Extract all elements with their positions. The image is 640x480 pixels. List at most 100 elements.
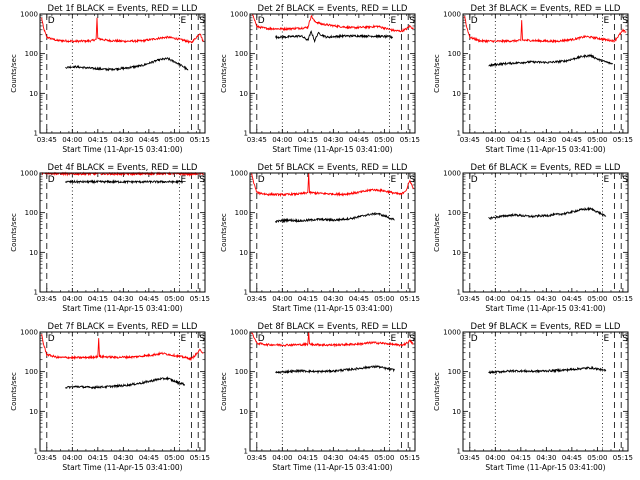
lld-series-line <box>41 17 204 44</box>
marker-label: S <box>622 334 628 344</box>
y-tick-label: 1 <box>457 448 461 456</box>
x-tick-label: 05:00 <box>374 295 394 303</box>
x-tick-label: 04:15 <box>88 136 108 144</box>
x-tick-label: 05:15 <box>190 136 210 144</box>
x-axis-label: Start Time (11-Apr-15 03:41:00) <box>485 304 605 313</box>
marker-label: D <box>258 334 265 344</box>
x-tick-label: 05:00 <box>374 454 394 462</box>
y-tick-label: 1 <box>457 289 461 297</box>
plot-frame <box>249 331 416 452</box>
y-tick-label: 100 <box>448 368 461 376</box>
y-tick-label: 10 <box>29 249 38 257</box>
x-axis-label: Start Time (11-Apr-15 03:41:00) <box>272 145 392 154</box>
marker-label: E <box>390 175 396 185</box>
x-tick-label: 05:00 <box>587 295 607 303</box>
x-tick-label: 04:30 <box>323 136 343 144</box>
events-series-line <box>65 179 183 185</box>
x-tick-label: 04:30 <box>323 454 343 462</box>
x-tick-label: 04:30 <box>113 454 133 462</box>
lld-series-line <box>251 331 414 348</box>
y-tick-label: 10 <box>29 90 38 98</box>
marker-label: S <box>199 16 205 26</box>
plot-frame <box>462 331 629 452</box>
marker-label: E <box>180 334 186 344</box>
x-tick-label: 04:45 <box>139 295 159 303</box>
plot-frame <box>249 172 416 293</box>
plot-frame <box>462 172 629 293</box>
plot-frame <box>249 13 416 134</box>
x-tick-label: 04:00 <box>272 454 292 462</box>
x-tick-label: 05:15 <box>613 136 633 144</box>
x-tick-label: 04:15 <box>511 454 531 462</box>
marker-label: S <box>409 175 415 185</box>
x-tick-label: 03:45 <box>460 136 480 144</box>
x-tick-label: 04:45 <box>562 454 582 462</box>
chart-title: Det 6f BLACK = Events, RED = LLD <box>471 163 621 173</box>
x-axis-label: Start Time (11-Apr-15 03:41:00) <box>62 304 182 313</box>
y-axis-label: Counts/sec <box>10 213 18 252</box>
y-tick-label: 1 <box>244 130 248 138</box>
marker-label: S <box>199 334 205 344</box>
y-tick-label: 1000 <box>443 170 461 178</box>
chart-title: Det 3f BLACK = Events, RED = LLD <box>471 4 621 14</box>
marker-label: D <box>48 334 55 344</box>
marker-label: S <box>199 175 205 185</box>
chart-panel-6: Det 6f BLACK = Events, RED = LLD Counts/s… <box>433 163 633 313</box>
y-tick-label: 10 <box>239 408 248 416</box>
chart-title: Det 9f BLACK = Events, RED = LLD <box>471 322 621 332</box>
x-tick-label: 04:15 <box>511 136 531 144</box>
x-tick-label: 05:15 <box>400 454 420 462</box>
x-tick-label: 04:00 <box>272 295 292 303</box>
y-tick-label: 10 <box>452 249 461 257</box>
x-tick-label: 03:45 <box>247 295 267 303</box>
marker-label: D <box>471 334 478 344</box>
x-tick-label: 04:30 <box>113 295 133 303</box>
x-tick-label: 05:15 <box>190 454 210 462</box>
plot-frame <box>462 13 629 134</box>
marker-label: E <box>390 334 396 344</box>
x-tick-label: 05:15 <box>400 295 420 303</box>
x-tick-label: 04:15 <box>511 295 531 303</box>
marker-label: D <box>471 16 478 26</box>
chart-title: Det 4f BLACK = Events, RED = LLD <box>48 163 198 173</box>
x-tick-label: 05:00 <box>374 136 394 144</box>
x-tick-label: 03:45 <box>460 454 480 462</box>
y-tick-label: 1 <box>34 289 38 297</box>
x-tick-label: 04:45 <box>349 136 369 144</box>
y-tick-label: 10 <box>29 408 38 416</box>
y-tick-label: 10 <box>452 90 461 98</box>
x-tick-label: 04:15 <box>298 454 318 462</box>
marker-label: S <box>409 16 415 26</box>
chart-panel-4: Det 4f BLACK = Events, RED = LLD Counts/s… <box>10 163 210 313</box>
x-tick-label: 04:00 <box>272 136 292 144</box>
x-tick-label: 04:15 <box>88 454 108 462</box>
x-tick-label: 05:00 <box>164 454 184 462</box>
plot-frame <box>39 13 206 134</box>
lld-series-line <box>251 172 414 198</box>
y-tick-label: 10 <box>239 90 248 98</box>
y-axis-label: Counts/sec <box>220 372 228 411</box>
x-axis-label: Start Time (11-Apr-15 03:41:00) <box>485 463 605 472</box>
marker-label: D <box>471 175 478 185</box>
x-tick-label: 05:00 <box>164 295 184 303</box>
y-tick-label: 1 <box>34 130 38 138</box>
x-axis-label: Start Time (11-Apr-15 03:41:00) <box>272 304 392 313</box>
y-tick-label: 100 <box>448 50 461 58</box>
events-series-line <box>275 212 395 224</box>
x-tick-label: 05:00 <box>587 136 607 144</box>
y-tick-label: 1000 <box>443 329 461 337</box>
events-series-line <box>488 53 614 67</box>
y-tick-label: 1 <box>457 130 461 138</box>
y-tick-label: 100 <box>25 209 38 217</box>
x-tick-label: 04:15 <box>88 295 108 303</box>
x-tick-label: 03:45 <box>37 454 57 462</box>
x-tick-label: 04:00 <box>485 136 505 144</box>
chart-title: Det 1f BLACK = Events, RED = LLD <box>48 4 198 14</box>
lld-series-line <box>251 13 414 33</box>
x-tick-label: 05:15 <box>613 454 633 462</box>
marker-label: E <box>603 334 609 344</box>
x-tick-label: 03:45 <box>37 136 57 144</box>
x-tick-label: 04:30 <box>113 136 133 144</box>
events-series-line <box>488 365 607 375</box>
chart-panel-3: Det 3f BLACK = Events, RED = LLD Counts/s… <box>433 4 633 154</box>
